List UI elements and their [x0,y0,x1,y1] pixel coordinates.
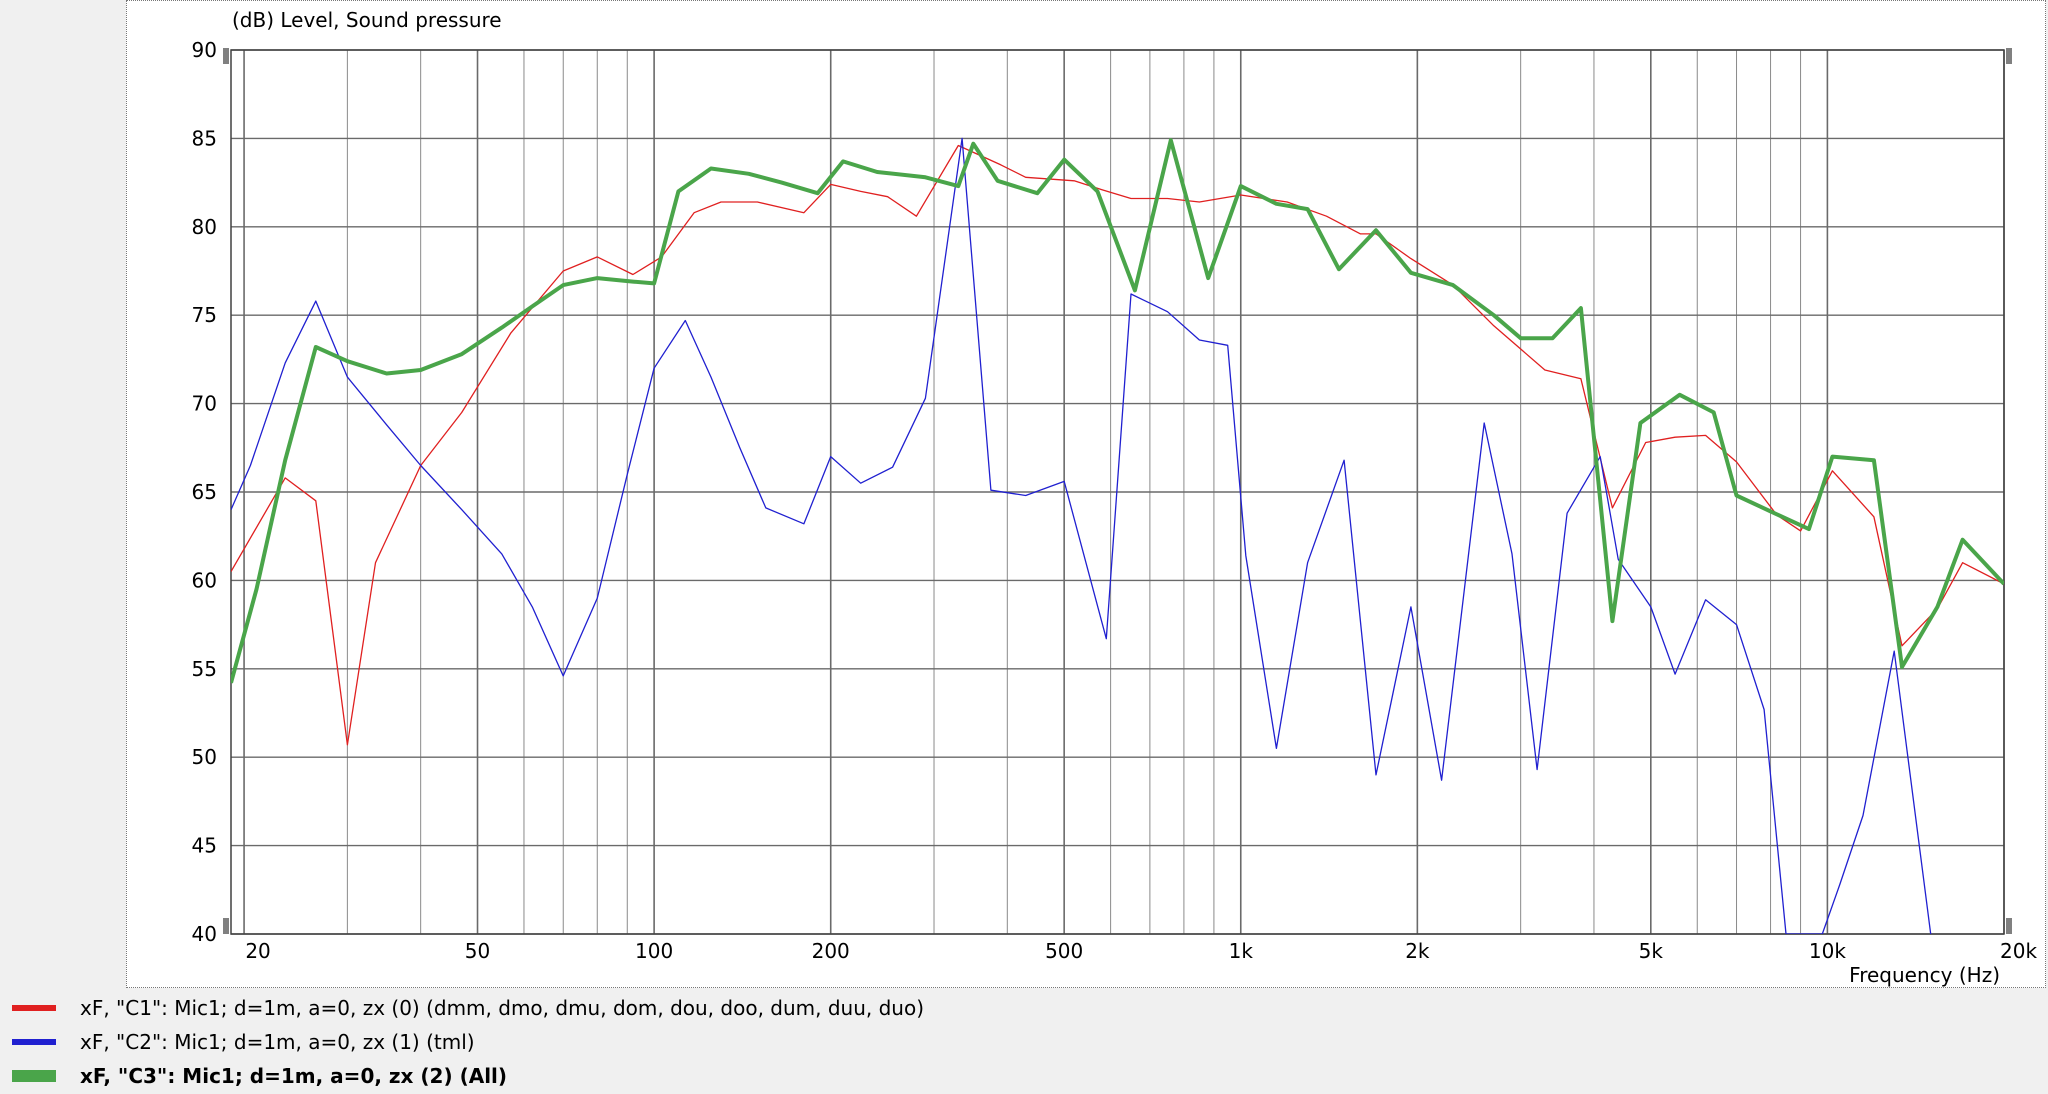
legend-item-c2[interactable]: xF, "C2": Mic1; d=1m, a=0, zx (1) (tml) [12,1026,475,1058]
series-line-c2 [231,137,1932,934]
legend-label: xF, "C3": Mic1; d=1m, a=0, zx (2) (All) [80,1064,508,1088]
grid [223,48,2012,935]
legend-label: xF, "C2": Mic1; d=1m, a=0, zx (1) (tml) [80,1030,475,1054]
legend-label: xF, "C1": Mic1; d=1m, a=0, zx (0) (dmm, … [80,996,925,1020]
corner-marker [2006,918,2012,934]
legend-item-c3[interactable]: xF, "C3": Mic1; d=1m, a=0, zx (2) (All) [12,1060,507,1092]
series-lines [231,137,2004,934]
y-tick-label: 65 [192,480,217,504]
y-axis-title: (dB) Level, Sound pressure [232,8,502,32]
y-tick-label: 55 [192,657,217,681]
y-tick-label: 45 [192,834,217,858]
legend-swatch [12,1070,56,1082]
x-tick-label: 5k [1639,939,1664,963]
y-tick-label: 80 [192,215,217,239]
x-tick-label: 200 [812,939,850,963]
corner-marker [2006,48,2012,64]
x-tick-label: 10k [1809,939,1846,963]
frequency-response-chart: 40 45 50 55 60 65 70 75 80 85 90 20 50 100 200 500 1k 2k 5… [192,8,2038,987]
corner-marker [223,918,229,934]
series-line-c3 [231,138,2004,684]
x-tick-label: 20k [2000,939,2037,963]
x-tick-label: 2k [1405,939,1430,963]
y-tick-label: 60 [192,568,217,592]
y-tick-label: 85 [192,126,217,150]
x-tick-label: 50 [465,939,490,963]
corner-marker [223,48,229,64]
x-tick-label: 20 [245,939,270,963]
plot-border [230,49,2005,935]
y-tick-label: 40 [192,922,217,946]
y-tick-label: 90 [192,38,217,62]
y-tick-label: 50 [192,745,217,769]
x-tick-label: 100 [635,939,673,963]
legend: xF, "C1": Mic1; d=1m, a=0, zx (0) (dmm, … [0,992,2048,1094]
legend-item-c1[interactable]: xF, "C1": Mic1; d=1m, a=0, zx (0) (dmm, … [12,992,924,1024]
x-axis-title: Frequency (Hz) [1849,963,2000,987]
x-tick-label: 1k [1229,939,1254,963]
y-tick-label: 70 [192,392,217,416]
legend-swatch [12,1039,56,1045]
legend-swatch [12,1005,56,1011]
x-tick-label: 500 [1045,939,1083,963]
y-tick-label: 75 [192,303,217,327]
tick-labels: 40 45 50 55 60 65 70 75 80 85 90 20 50 100 200 500 1k 2k 5… [192,38,2038,963]
